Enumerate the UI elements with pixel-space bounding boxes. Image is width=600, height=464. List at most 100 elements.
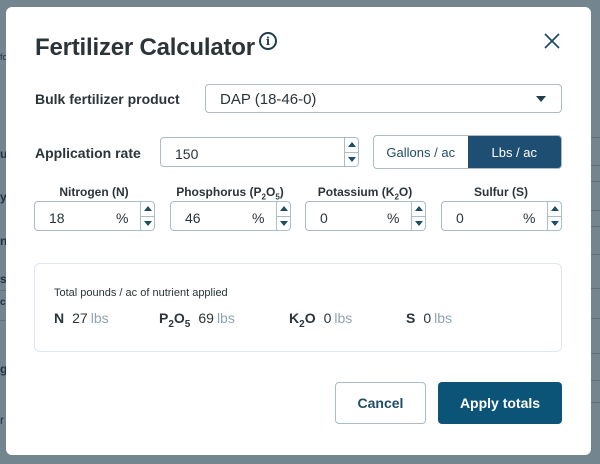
background-fragment: u bbox=[0, 147, 8, 161]
background-divider bbox=[590, 353, 600, 354]
background-divider bbox=[590, 318, 600, 319]
sulfur-value: 0 bbox=[456, 210, 464, 226]
nutrient-symbol: K2O bbox=[289, 310, 316, 330]
nutrient-symbol: N bbox=[54, 310, 65, 326]
cancel-button[interactable]: Cancel bbox=[335, 382, 426, 424]
product-select-value: DAP (18-46-0) bbox=[220, 91, 317, 108]
potassium-value: 0 bbox=[320, 210, 328, 226]
decrement-icon[interactable] bbox=[141, 217, 154, 231]
total-sulfur: S 0 lbs bbox=[406, 310, 452, 326]
percent-unit: % bbox=[523, 210, 536, 226]
background-fragment: n bbox=[0, 234, 8, 248]
increment-icon[interactable] bbox=[277, 202, 290, 217]
phosphorus-value: 46 bbox=[185, 210, 201, 226]
rate-label: Application rate bbox=[35, 145, 141, 161]
phosphorus-label-text: Phosphorus (P bbox=[176, 185, 262, 199]
background-divider bbox=[590, 210, 600, 211]
background-divider bbox=[590, 165, 600, 166]
sulfur-label-text: Sulfur (S) bbox=[474, 185, 528, 199]
nitrogen-label: Nitrogen (N) bbox=[34, 185, 154, 199]
subscript: 2 bbox=[168, 318, 174, 330]
fertilizer-calculator-modal: Fertilizer Calculator i Bulk fertilizer … bbox=[6, 7, 591, 455]
phosphorus-label: Phosphorus (P2O5) bbox=[170, 185, 290, 201]
rate-input[interactable]: 150 bbox=[160, 137, 359, 167]
percent-unit: % bbox=[252, 210, 265, 226]
background-divider bbox=[590, 226, 600, 227]
potassium-stepper[interactable] bbox=[411, 202, 425, 230]
product-select[interactable]: DAP (18-46-0) bbox=[205, 84, 562, 113]
symbol-part: K bbox=[289, 310, 300, 326]
rate-stepper[interactable] bbox=[344, 138, 358, 166]
background-divider bbox=[590, 288, 600, 289]
increment-icon[interactable] bbox=[345, 138, 358, 153]
increment-icon[interactable] bbox=[412, 202, 425, 217]
total-value: 0 bbox=[423, 310, 432, 326]
nitrogen-input[interactable]: 18 % bbox=[34, 201, 155, 231]
background-fragment: fo bbox=[0, 52, 8, 62]
phosphorus-stepper[interactable] bbox=[276, 202, 290, 230]
background-divider bbox=[590, 380, 600, 381]
potassium-label-text: Potassium (K bbox=[317, 185, 395, 199]
background-divider bbox=[590, 254, 600, 255]
background-divider bbox=[590, 137, 600, 138]
unit-lbs-per-acre[interactable]: Lbs / ac bbox=[467, 136, 561, 168]
sulfur-input[interactable]: 0 % bbox=[441, 201, 562, 231]
rate-unit-toggle: Gallons / ac Lbs / ac bbox=[373, 135, 562, 169]
symbol-part: P bbox=[159, 310, 169, 326]
total-value: 0 bbox=[323, 310, 332, 326]
nitrogen-stepper[interactable] bbox=[140, 202, 154, 230]
potassium-label: Potassium (K2O) bbox=[305, 185, 425, 201]
subscript: 5 bbox=[184, 318, 191, 330]
product-label: Bulk fertilizer product bbox=[35, 91, 180, 107]
increment-icon[interactable] bbox=[548, 202, 561, 217]
subscript: 2 bbox=[299, 318, 305, 330]
symbol-part: O bbox=[173, 310, 185, 326]
total-nitrogen: N 27 lbs bbox=[54, 310, 109, 326]
total-potassium: K2O 0 lbs bbox=[289, 310, 352, 330]
nitrogen-value: 18 bbox=[49, 210, 65, 226]
potassium-label-text: O) bbox=[398, 185, 413, 199]
nutrient-symbol: S bbox=[406, 310, 416, 326]
modal-title: Fertilizer Calculator bbox=[35, 34, 255, 61]
info-icon[interactable]: i bbox=[259, 32, 277, 50]
decrement-icon[interactable] bbox=[412, 217, 425, 231]
subscript: 2 bbox=[261, 192, 266, 202]
background-divider bbox=[590, 181, 600, 182]
phosphorus-label-text: O bbox=[266, 185, 276, 199]
nitrogen-label-text: Nitrogen (N) bbox=[59, 185, 129, 199]
percent-unit: % bbox=[116, 210, 129, 226]
phosphorus-input[interactable]: 46 % bbox=[170, 201, 291, 231]
background-fragment: g bbox=[0, 362, 8, 376]
apply-totals-button[interactable]: Apply totals bbox=[438, 382, 562, 424]
background-fragment: r bbox=[0, 413, 4, 427]
decrement-icon[interactable] bbox=[345, 153, 358, 167]
background-divider bbox=[590, 402, 600, 403]
decrement-icon[interactable] bbox=[277, 217, 290, 231]
increment-icon[interactable] bbox=[141, 202, 154, 217]
total-unit: lbs bbox=[90, 310, 109, 326]
decrement-icon[interactable] bbox=[548, 217, 561, 231]
sulfur-label: Sulfur (S) bbox=[441, 185, 561, 199]
close-icon bbox=[544, 33, 560, 49]
total-unit: lbs bbox=[434, 310, 453, 326]
background-fragment: s bbox=[0, 272, 7, 286]
background-fragment: cu bbox=[0, 297, 12, 308]
total-unit: lbs bbox=[216, 310, 235, 326]
percent-unit: % bbox=[387, 210, 400, 226]
subscript: 2 bbox=[394, 192, 399, 202]
phosphorus-label-text: ) bbox=[279, 185, 284, 199]
chevron-down-icon bbox=[536, 96, 546, 102]
potassium-input[interactable]: 0 % bbox=[305, 201, 426, 231]
rate-value: 150 bbox=[175, 146, 199, 162]
close-button[interactable] bbox=[542, 31, 562, 51]
nutrient-symbol: P2O5 bbox=[159, 310, 190, 330]
total-unit: lbs bbox=[334, 310, 353, 326]
sulfur-stepper[interactable] bbox=[547, 202, 561, 230]
background-fragment: y bbox=[0, 190, 7, 204]
symbol-part: O bbox=[304, 310, 316, 326]
totals-title: Total pounds / ac of nutrient applied bbox=[54, 287, 228, 299]
total-phosphorus: P2O5 69 lbs bbox=[159, 310, 235, 330]
unit-gallons-per-acre[interactable]: Gallons / ac bbox=[386, 144, 456, 160]
total-value: 69 bbox=[198, 310, 214, 326]
